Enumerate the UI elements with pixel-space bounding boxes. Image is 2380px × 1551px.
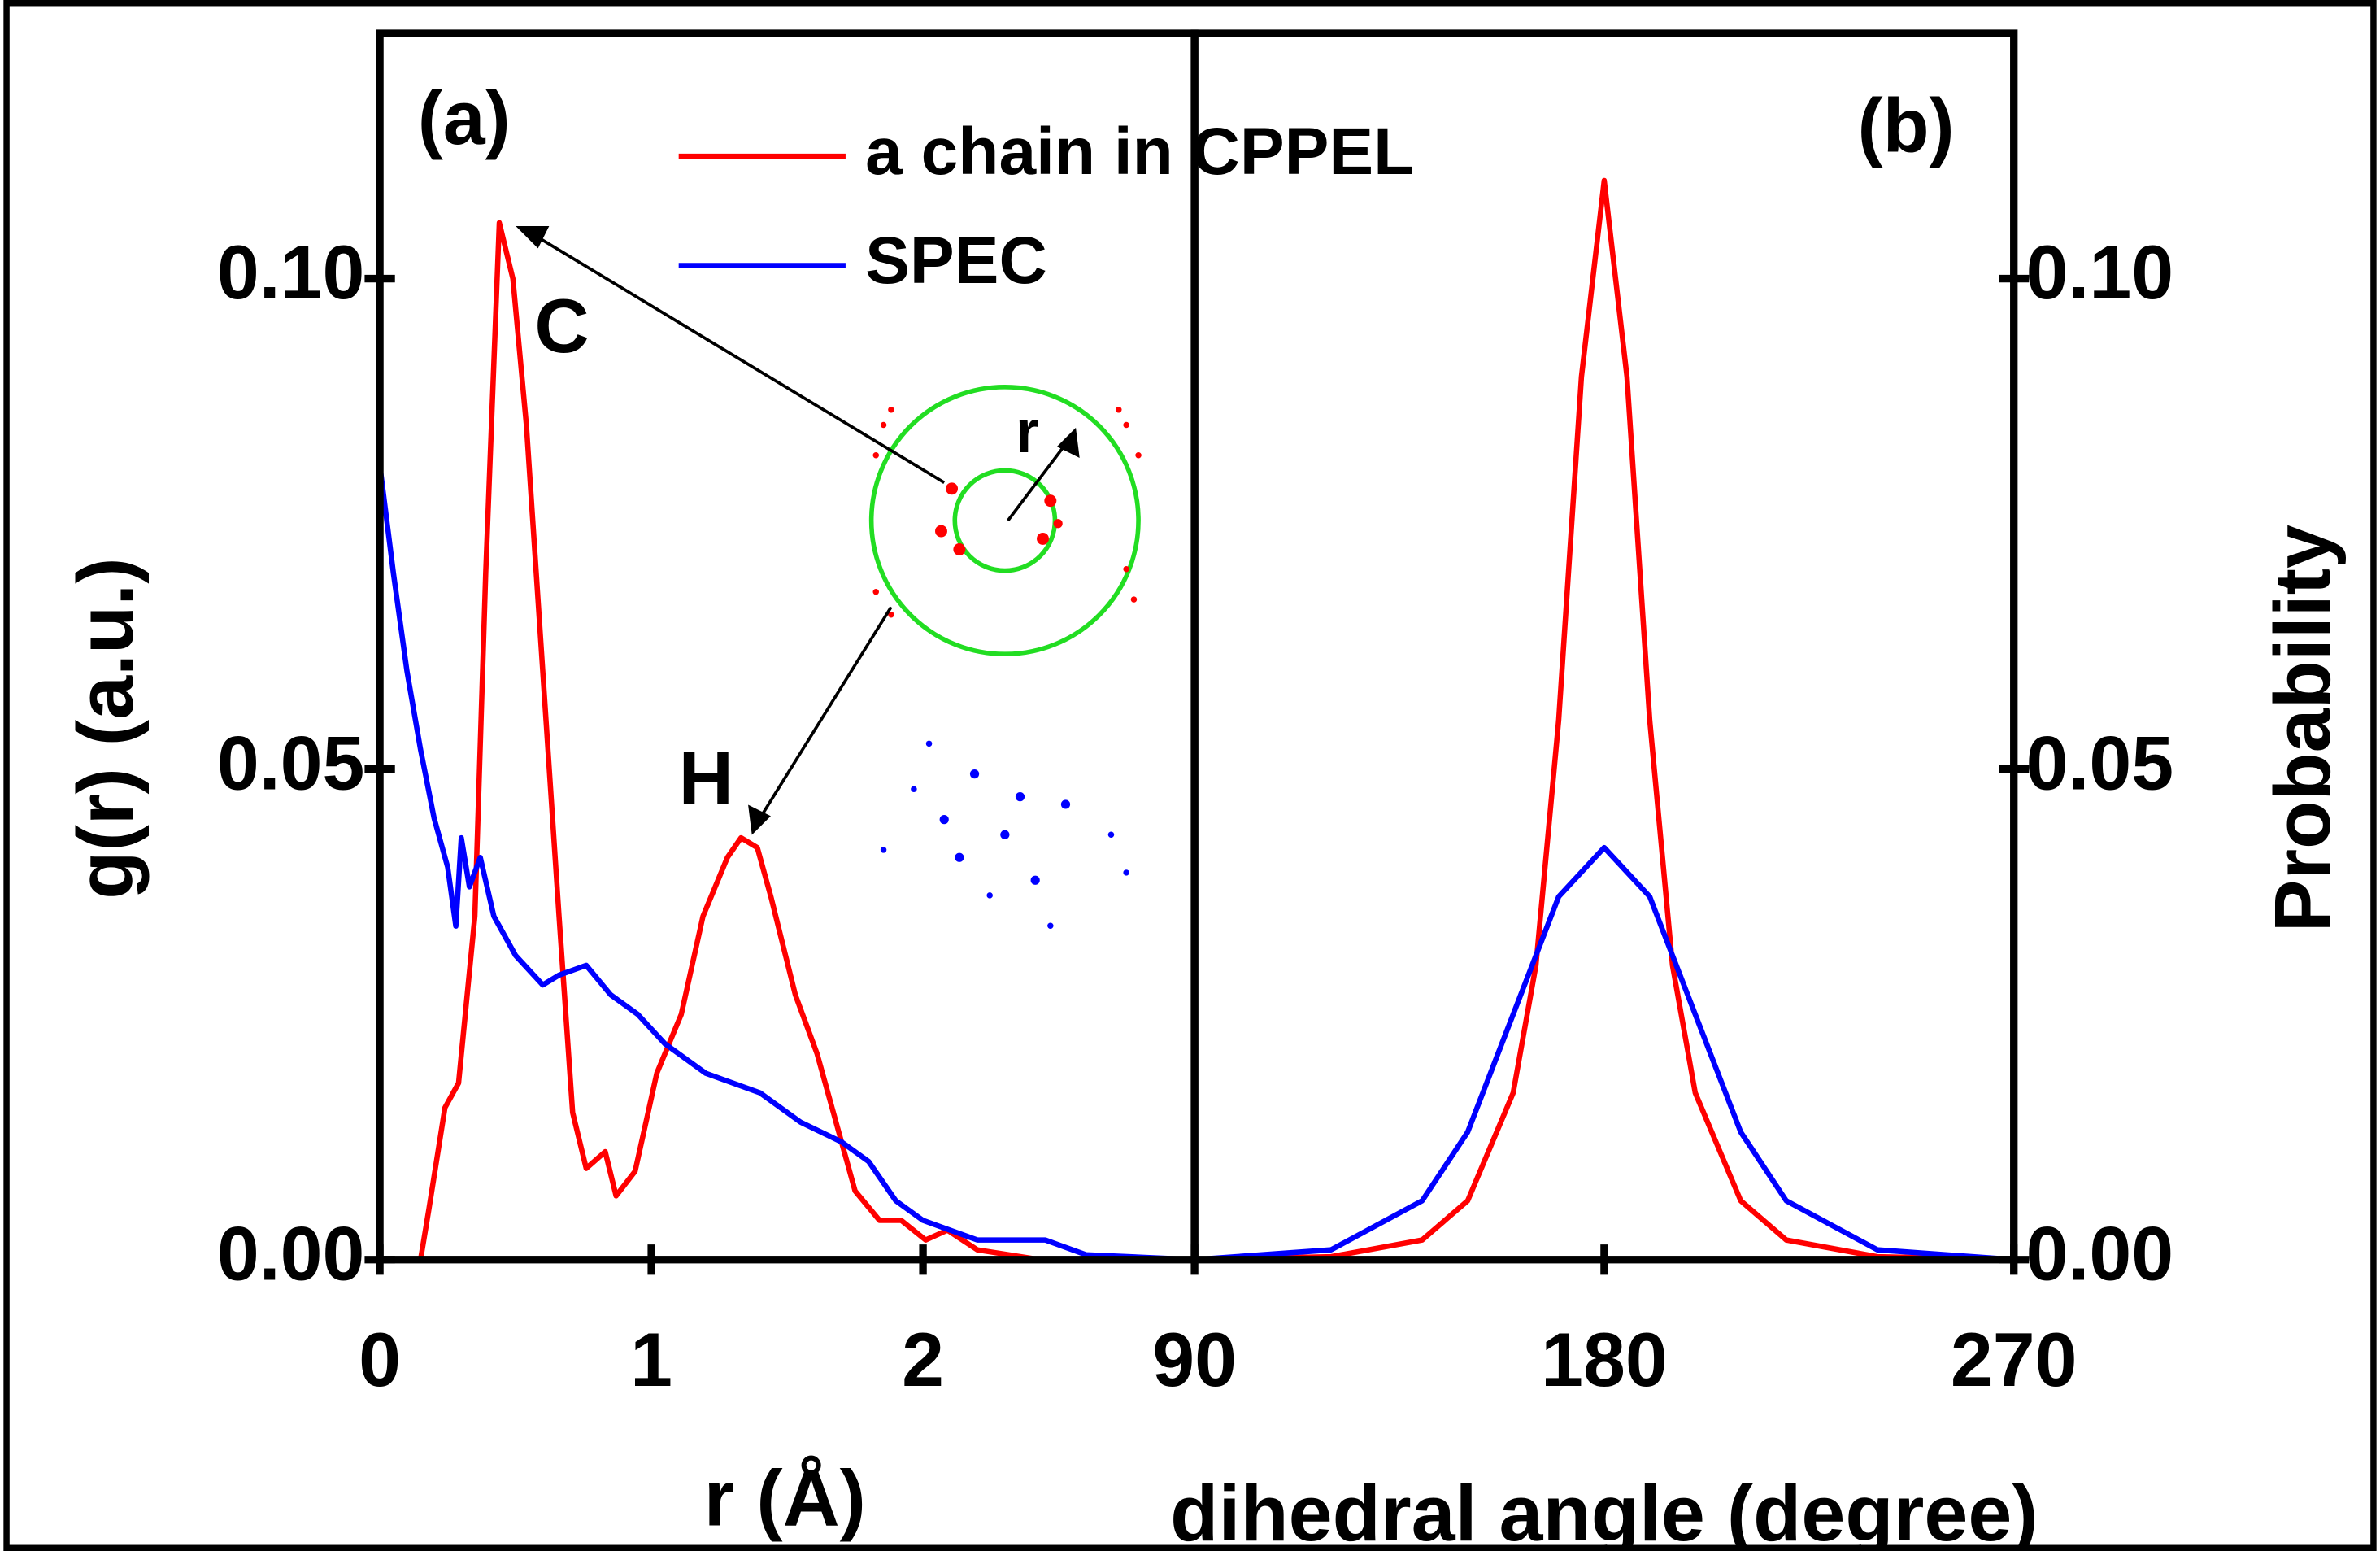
- plots: 0.00 0.05 0.10 0 1 2 a chain in CPPEL SPEC 0.00 0…: [217, 29, 2174, 1402]
- annotation: H: [679, 736, 733, 821]
- x-tick-label: 270: [1951, 1318, 2078, 1402]
- y-axis-label: g(r) (a.u.): [61, 557, 150, 899]
- data-line: [376, 464, 1195, 1262]
- panel-label: (a): [418, 76, 511, 160]
- data-line: [380, 220, 1195, 1263]
- annotation: r: [1016, 397, 1039, 465]
- x-axis-label: dihedral angle (degree): [1170, 1469, 2038, 1551]
- inset-blue-dots: [880, 740, 1129, 929]
- y-tick-label: 0.05: [2026, 721, 2174, 805]
- data-line: [1194, 844, 2014, 1262]
- y-axis-label: Probability: [2258, 525, 2347, 932]
- arrows: [516, 226, 1080, 835]
- inset-outer-circle: [868, 385, 1141, 657]
- x-tick-label: 180: [1541, 1318, 1668, 1402]
- x-axis-label: r (Å): [704, 1453, 866, 1542]
- y-tick-label: 0.05: [217, 721, 365, 805]
- legend-label: SPEC: [865, 224, 1047, 298]
- panel-label: (b): [1858, 84, 1955, 168]
- y-tick-label: 0.10: [217, 230, 365, 315]
- inset-red-dots: [872, 407, 1142, 618]
- annotation: C: [534, 284, 589, 368]
- x-tick-label: 2: [902, 1318, 944, 1402]
- data-line: [1194, 177, 2014, 1263]
- x-tick-label: 0: [359, 1318, 401, 1402]
- y-tick-label: 0.00: [2026, 1211, 2174, 1296]
- legend-label: a chain in CPPEL: [865, 115, 1414, 189]
- y-tick-label: 0.10: [2026, 230, 2174, 315]
- inset: [516, 226, 1142, 929]
- x-tick-label: 1: [630, 1318, 672, 1402]
- y-tick-label: 0.00: [217, 1211, 365, 1296]
- outer-frame: [3, 0, 2377, 1551]
- x-tick-label: 90: [1152, 1318, 1237, 1402]
